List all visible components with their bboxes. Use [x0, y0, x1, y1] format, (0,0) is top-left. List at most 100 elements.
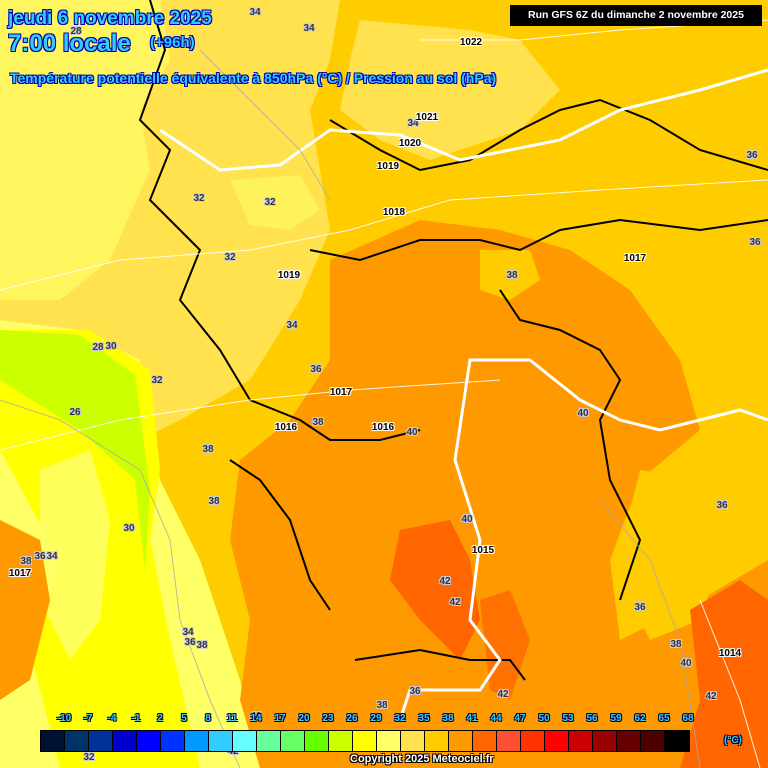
temperature-label: 40: [680, 658, 692, 669]
legend-tick: 65: [658, 713, 670, 724]
pressure-label: 1015: [471, 545, 495, 556]
legend-swatch: [113, 731, 137, 751]
legend-tick-labels: -10 -7 -4 -1 2 5 8 11 14 17 20 23 26 29 32 35 38 41 44 47 50…: [40, 713, 720, 727]
legend-unit: (°C): [724, 735, 742, 746]
legend-swatch: [305, 731, 329, 751]
legend-tick: 68: [682, 713, 694, 724]
pressure-label: 1018: [382, 207, 406, 218]
pressure-label: 1017: [623, 253, 647, 264]
legend-tick: 53: [562, 713, 574, 724]
legend-swatch: [161, 731, 185, 751]
temperature-label: 36: [746, 150, 758, 161]
pressure-label: 1017: [8, 568, 32, 579]
temperature-label: 26: [69, 407, 81, 418]
legend-swatch: [377, 731, 401, 751]
legend-swatch: [473, 731, 497, 751]
temperature-label: 36: [409, 686, 421, 697]
legend-swatch: [617, 731, 641, 751]
temperature-label: 32: [193, 193, 205, 204]
legend-tick: -1: [131, 713, 141, 724]
pressure-label: 1020: [398, 138, 422, 149]
legend-tick: 8: [205, 713, 211, 724]
legend-tick: 20: [298, 713, 310, 724]
temperature-label: 40: [406, 427, 418, 438]
legend-swatch: [353, 731, 377, 751]
temperature-label: 28: [92, 342, 104, 353]
legend-swatch: [449, 731, 473, 751]
pressure-label: 1019: [376, 161, 400, 172]
parameter-title: Température potentielle équivalente à 85…: [10, 70, 497, 86]
temperature-label: 32: [224, 252, 236, 263]
forecast-date: jeudi 6 novembre 2025: [8, 8, 212, 29]
legend-tick: 59: [610, 713, 622, 724]
temperature-label: 42: [439, 576, 451, 587]
temperature-label: 38: [202, 444, 214, 455]
temperature-label: 36: [184, 637, 196, 648]
pressure-label: 1022: [459, 37, 483, 48]
legend-tick: 14: [250, 713, 262, 724]
color-legend: [40, 730, 690, 752]
legend-tick: 56: [586, 713, 598, 724]
temperature-label: 32: [83, 752, 95, 763]
legend-tick: 2: [157, 713, 163, 724]
run-info-badge: Run GFS 6Z du dimanche 2 novembre 2025: [510, 5, 762, 26]
temperature-label: 34: [249, 7, 261, 18]
legend-tick: 41: [466, 713, 478, 724]
temperature-label: 38: [196, 640, 208, 651]
legend-swatch: [137, 731, 161, 751]
legend-tick: 29: [370, 713, 382, 724]
legend-swatch: [593, 731, 617, 751]
legend-swatch: [257, 731, 281, 751]
temperature-label: 30: [105, 341, 117, 352]
legend-tick: 5: [181, 713, 187, 724]
legend-tick: 32: [394, 713, 406, 724]
legend-swatch: [569, 731, 593, 751]
temperature-label: 38: [670, 639, 682, 650]
forecast-lead-time: (+96h): [150, 34, 195, 51]
temperature-label: 34: [407, 118, 419, 129]
pressure-label: 1021: [415, 112, 439, 123]
temperature-label: 36: [716, 500, 728, 511]
pressure-label: 1016: [371, 422, 395, 433]
temperature-label: 36: [634, 602, 646, 613]
forecast-time: 7:00 locale: [8, 30, 131, 57]
legend-swatch: [65, 731, 89, 751]
legend-swatch: [89, 731, 113, 751]
temperature-label: 36: [749, 237, 761, 248]
legend-swatch: [521, 731, 545, 751]
temperature-label: 32: [264, 197, 276, 208]
pressure-label: 1016: [274, 422, 298, 433]
legend-swatch: [209, 731, 233, 751]
temperature-label: 28: [70, 26, 82, 37]
legend-tick: 62: [634, 713, 646, 724]
copyright: Copyright 2025 Meteociel.fr: [350, 753, 494, 765]
temperature-label: 38: [20, 556, 32, 567]
legend-tick: 50: [538, 713, 550, 724]
legend-tick: -4: [107, 713, 117, 724]
legend-tick: -7: [83, 713, 93, 724]
temperature-label: 42: [705, 691, 717, 702]
legend-tick: 17: [274, 713, 286, 724]
temperature-label: 40: [250, 711, 262, 722]
legend-swatch: [665, 731, 689, 751]
legend-tick: 26: [346, 713, 358, 724]
legend-swatch: [185, 731, 209, 751]
temperature-label: 40: [461, 514, 473, 525]
legend-swatch: [329, 731, 353, 751]
legend-tick: -10: [56, 713, 72, 724]
legend-swatch: [233, 731, 257, 751]
temperature-label: 38: [208, 496, 220, 507]
temperature-label: 32: [151, 375, 163, 386]
legend-swatch: [641, 731, 665, 751]
temperature-label: 40: [577, 408, 589, 419]
legend-tick: 11: [226, 713, 238, 724]
temperature-label: 42: [497, 689, 509, 700]
legend-tick: 47: [514, 713, 526, 724]
temperature-label: 38: [312, 417, 324, 428]
legend-tick: 35: [418, 713, 430, 724]
temperature-label: 30: [123, 523, 135, 534]
pressure-label: 1019: [277, 270, 301, 281]
legend-swatch: [497, 731, 521, 751]
legend-tick: 44: [490, 713, 502, 724]
